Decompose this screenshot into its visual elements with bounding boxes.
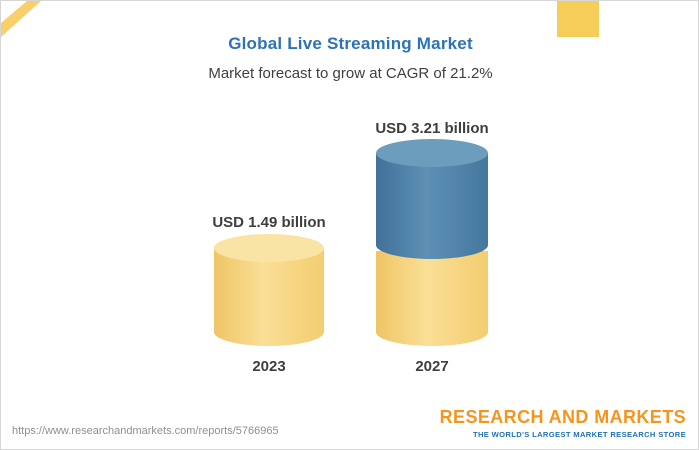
chart-title: Global Live Streaming Market xyxy=(228,34,473,53)
logo-tagline: THE WORLD'S LARGEST MARKET RESEARCH STOR… xyxy=(472,430,686,439)
corner-accent-top-right xyxy=(557,1,599,37)
research-and-markets-logo: RESEARCH AND MARKETS THE WORLD'S LARGEST… xyxy=(439,407,686,439)
bar-2023-cylinder-top xyxy=(214,234,324,262)
bar-value-label-2027: USD 3.21 billion xyxy=(375,120,489,137)
logo-wordmark: RESEARCH AND MARKETS xyxy=(439,407,686,428)
chart-subtitle: Market forecast to grow at CAGR of 21.2% xyxy=(208,65,493,82)
bar-2027-cylinder-top xyxy=(376,139,488,167)
bar-2027-base-segment xyxy=(376,251,488,346)
category-label-2023: 2023 xyxy=(252,358,286,375)
category-label-2027: 2027 xyxy=(415,358,449,375)
source-url: https://www.researchandmarkets.com/repor… xyxy=(12,425,279,437)
bar-2023-cylinder-body xyxy=(214,248,324,346)
bar-value-label-2023: USD 1.49 billion xyxy=(212,214,326,231)
corner-accent-top-left-cutout xyxy=(1,1,27,23)
bar-2027-growth-segment xyxy=(376,153,488,259)
